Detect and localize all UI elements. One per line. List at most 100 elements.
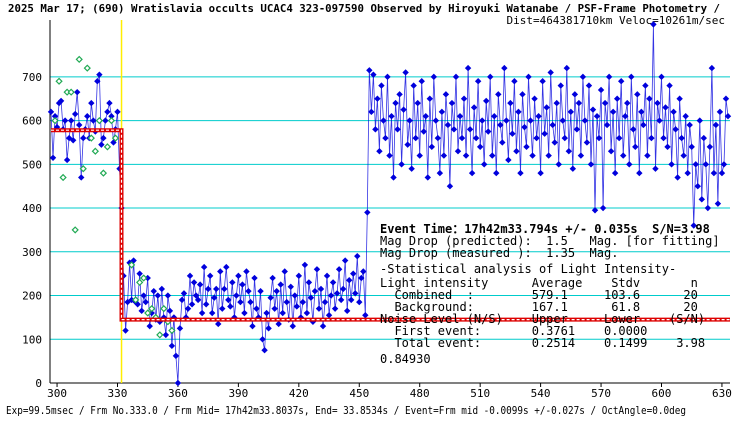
data-point (156, 318, 164, 325)
annotation: Mag Drop (predicted): 1.5 Mag. [for fitt… (380, 234, 720, 248)
data-point (716, 108, 724, 116)
data-point (190, 279, 198, 286)
annotation: Noise Level (N/S) Upper Lower (S/N) (380, 312, 705, 326)
data-point (213, 285, 220, 293)
data-point (194, 296, 202, 304)
data-point (94, 78, 101, 85)
data-point (491, 113, 498, 120)
data-point (215, 320, 222, 328)
data-point (329, 279, 337, 286)
data-point (718, 169, 726, 177)
data-point (418, 78, 425, 85)
data-point (624, 99, 631, 107)
data-point (406, 117, 413, 124)
data-point (521, 123, 528, 131)
y-tick-label: 400 (22, 202, 42, 215)
data-point (591, 207, 599, 214)
data-point (628, 73, 635, 81)
data-point (364, 209, 371, 216)
data-point (87, 134, 95, 142)
data-point (603, 121, 611, 129)
data-point (366, 67, 373, 74)
data-point (107, 116, 116, 125)
data-point (670, 108, 677, 116)
data-point (404, 141, 411, 148)
data-point (239, 281, 246, 288)
data-point (279, 309, 286, 317)
data-point (275, 320, 282, 328)
data-point (273, 287, 280, 295)
data-point (257, 287, 264, 295)
data-point (585, 82, 593, 89)
data-point (289, 322, 296, 330)
data-point (382, 134, 389, 142)
data-point (615, 134, 623, 142)
data-point (69, 137, 77, 144)
data-point (581, 117, 589, 124)
data-point (483, 97, 490, 105)
data-point (533, 134, 540, 142)
data-point (131, 296, 140, 304)
data-point (321, 298, 329, 306)
data-point (569, 165, 577, 172)
data-point (442, 91, 450, 98)
data-point (114, 108, 121, 116)
data-point (104, 108, 111, 116)
data-point (127, 261, 136, 269)
data-point (666, 82, 673, 89)
data-point (462, 152, 470, 159)
data-point (184, 305, 192, 312)
data-point (335, 266, 343, 273)
data-point (378, 82, 385, 89)
y-tick-label: 700 (22, 71, 42, 84)
data-point (438, 108, 446, 116)
data-point (541, 130, 548, 137)
data-point (98, 141, 105, 148)
data-point (466, 126, 474, 133)
data-point (168, 326, 176, 335)
data-point (476, 143, 484, 151)
chart-title: 2025 Mar 17; (690) Wratislavia occults U… (8, 2, 720, 15)
data-point (95, 116, 104, 125)
data-point (489, 152, 496, 159)
data-point (509, 130, 516, 137)
data-point (154, 292, 161, 299)
data-point (71, 110, 79, 118)
data-point (311, 287, 319, 295)
data-point (704, 204, 712, 212)
data-point (57, 97, 65, 105)
data-point (434, 134, 442, 142)
data-point (517, 169, 524, 177)
x-tick-label: 480 (410, 387, 430, 400)
data-point (454, 148, 462, 155)
data-point (527, 117, 534, 124)
data-point (410, 82, 417, 89)
data-point (243, 268, 250, 275)
data-point (567, 108, 575, 116)
data-point (448, 99, 456, 107)
data-point (225, 296, 232, 304)
annotation: -Statistical analysis of Light Intensity… (380, 262, 676, 276)
data-point (102, 117, 109, 124)
data-point (511, 78, 518, 85)
annotation: Combined : 579.1 103.6 20 (380, 288, 698, 302)
data-point (452, 73, 460, 81)
data-point (595, 134, 603, 142)
data-point (251, 274, 258, 282)
data-point (198, 309, 206, 317)
data-point (710, 169, 718, 177)
footer: Exp=99.5msec / Frm No.333.0 / Frm Mid= 1… (6, 404, 686, 417)
y-tick-label: 600 (22, 115, 42, 128)
data-point (485, 128, 492, 135)
data-point (178, 296, 186, 304)
data-point (380, 117, 387, 124)
data-point (654, 99, 661, 107)
data-point (51, 113, 59, 120)
data-point (144, 274, 151, 282)
data-point (156, 331, 164, 339)
data-point (136, 278, 144, 287)
data-point (219, 305, 226, 312)
data-point (305, 279, 313, 286)
data-point (325, 312, 333, 319)
data-point (55, 77, 63, 85)
